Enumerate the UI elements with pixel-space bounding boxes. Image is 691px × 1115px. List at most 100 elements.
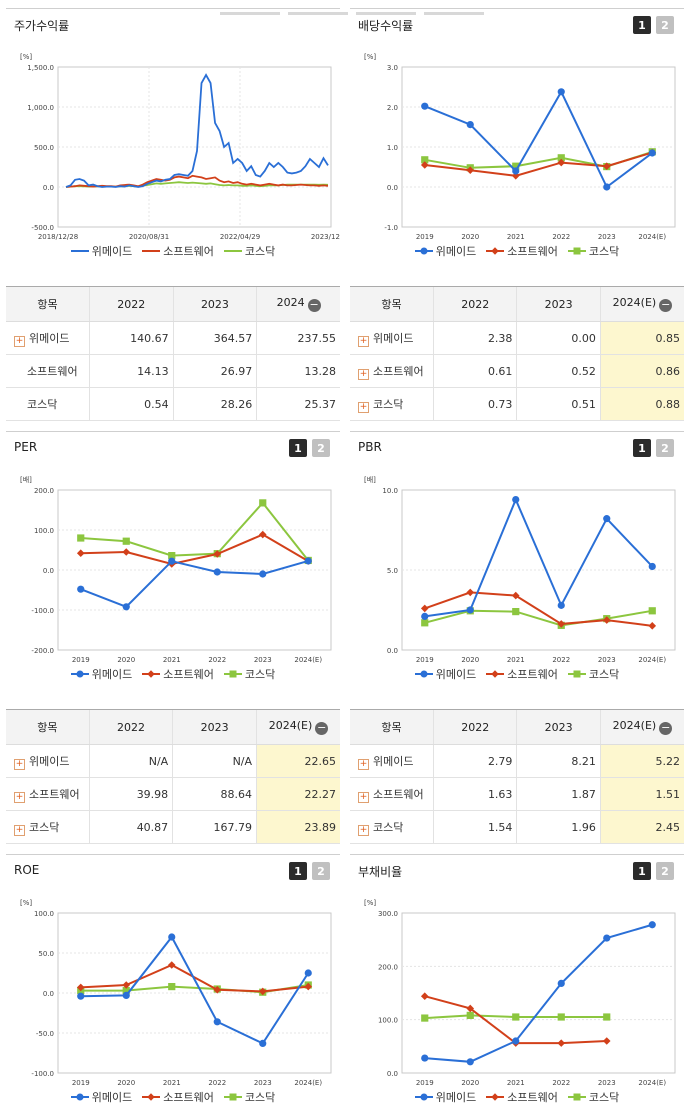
data-point <box>168 557 176 565</box>
series-line <box>65 73 329 188</box>
table-header-cell: 항목 <box>350 709 434 745</box>
row-label: 소프트웨어 <box>6 354 90 388</box>
expand-icon[interactable]: + <box>358 824 369 836</box>
data-point <box>603 934 611 942</box>
tab-2[interactable]: 2 <box>656 16 674 34</box>
tab-1[interactable]: 1 <box>289 439 307 457</box>
tab-1[interactable]: 1 <box>633 862 651 880</box>
data-point <box>557 1039 566 1047</box>
value-cell: 14.13 <box>88 354 174 388</box>
value-cell: 237.55 <box>256 321 340 355</box>
row-label: + 코스닥 <box>350 810 434 844</box>
data-point <box>167 961 176 969</box>
collapse-icon[interactable]: − <box>315 721 329 735</box>
row-label: + 코스닥 <box>6 810 90 844</box>
data-point <box>557 88 565 96</box>
data-point <box>648 622 657 630</box>
tab-1[interactable]: 1 <box>633 439 651 457</box>
y-tick-label: -1.0 <box>384 224 398 232</box>
x-tick-label: 2021 <box>163 1079 181 1087</box>
y-tick-label: 10.0 <box>382 487 398 495</box>
pbr-chart: [배] 10.0 5.0 0.0 2019 2020 2021 2022 2023 2024(E) <box>364 475 676 664</box>
cell-text: 237.55 <box>297 331 337 345</box>
cell-text: 13.28 <box>304 364 337 378</box>
value-cell: 0.73 <box>433 387 517 421</box>
x-tick-label: 2021 <box>507 656 525 664</box>
data-point <box>77 992 85 1000</box>
expand-icon[interactable]: + <box>14 824 25 836</box>
data-point <box>466 1011 474 1019</box>
legend-swatch <box>223 250 242 252</box>
cell-text: N/A <box>232 754 253 768</box>
row-label: + 위메이드 <box>350 321 434 355</box>
data-point <box>122 603 130 611</box>
row-label: + 위메이드 <box>6 744 90 778</box>
unit-label: [배] <box>364 475 376 484</box>
collapse-icon[interactable]: − <box>659 298 673 312</box>
table-header-cell: 2023 <box>172 286 257 322</box>
unit-label: [%] <box>364 899 376 907</box>
expand-icon[interactable]: + <box>358 758 369 770</box>
cell-text: 22.27 <box>304 787 337 801</box>
legend-label: 위메이드 <box>91 668 133 681</box>
expand-icon[interactable]: + <box>358 335 369 347</box>
expand-icon[interactable]: + <box>358 791 369 803</box>
data-point <box>122 548 131 556</box>
expand-icon[interactable]: + <box>358 368 369 380</box>
value-cell: 22.65 <box>256 744 340 778</box>
cell-text: 40.87 <box>136 820 169 834</box>
collapse-icon[interactable]: − <box>307 298 321 312</box>
series-line <box>80 501 310 562</box>
table-row: + 코스닥 1.54 1.96 2.45 <box>350 810 684 844</box>
data-point <box>259 1039 267 1047</box>
y-tick-label: 0.0 <box>387 184 398 192</box>
tab-1[interactable]: 1 <box>289 862 307 880</box>
tab-2[interactable]: 2 <box>656 862 674 880</box>
series-line <box>424 89 653 189</box>
data-point <box>420 604 429 613</box>
x-tick-label: 2023 <box>598 233 616 241</box>
legend-item: 위메이드 <box>70 1089 132 1105</box>
expand-icon[interactable]: + <box>358 401 369 413</box>
table-header-cell: 2022 <box>433 286 517 322</box>
legend-item: 위메이드 <box>414 243 476 259</box>
cell-text: 소프트웨어 <box>27 365 78 378</box>
collapse-icon[interactable]: − <box>659 721 673 735</box>
legend-item: 코스닥 <box>223 1089 275 1105</box>
cell-text: 1.54 <box>487 820 513 834</box>
header-label: 항목 <box>381 298 402 311</box>
x-tick-label: 2023 <box>598 656 616 664</box>
value-cell: 2.45 <box>599 810 684 844</box>
data-point <box>304 982 313 991</box>
series-line <box>65 174 329 188</box>
tab-1[interactable]: 1 <box>633 16 651 34</box>
value-cell: 0.88 <box>599 387 684 421</box>
legend-item: 코스닥 <box>567 1089 619 1105</box>
x-tick-label: 2024(E) <box>638 656 666 664</box>
y-tick-label: -200.0 <box>31 647 54 655</box>
tab-2[interactable]: 2 <box>312 439 330 457</box>
y-tick-label: 100.0 <box>34 527 54 535</box>
legend-label: 위메이드 <box>91 245 133 258</box>
x-tick-label: 2023 <box>254 656 272 664</box>
expand-icon[interactable]: + <box>14 335 25 347</box>
expand-icon[interactable]: + <box>14 791 25 803</box>
legend-item: 소프트웨어 <box>142 243 214 259</box>
x-tick-label: 2022 <box>552 233 570 241</box>
data-point <box>557 620 566 628</box>
cell-text: 25.37 <box>304 397 337 411</box>
expand-icon[interactable]: + <box>14 758 25 770</box>
legend-item: 위메이드 <box>414 666 476 682</box>
tab-2[interactable]: 2 <box>656 439 674 457</box>
value-cell: 5.22 <box>599 744 684 778</box>
panel-title: ROE <box>14 863 40 877</box>
per-chart: [배]200.0 100.0 0.0 -100.0 -200.0 2019 2020 2021… <box>20 475 332 664</box>
data-point <box>512 167 520 175</box>
tab-2[interactable]: 2 <box>312 862 330 880</box>
panel-title: 부채비율 <box>358 865 403 879</box>
legend-swatch <box>142 1093 161 1101</box>
row-label: + 소프트웨어 <box>6 777 90 811</box>
y-tick-label: 200.0 <box>378 963 398 971</box>
